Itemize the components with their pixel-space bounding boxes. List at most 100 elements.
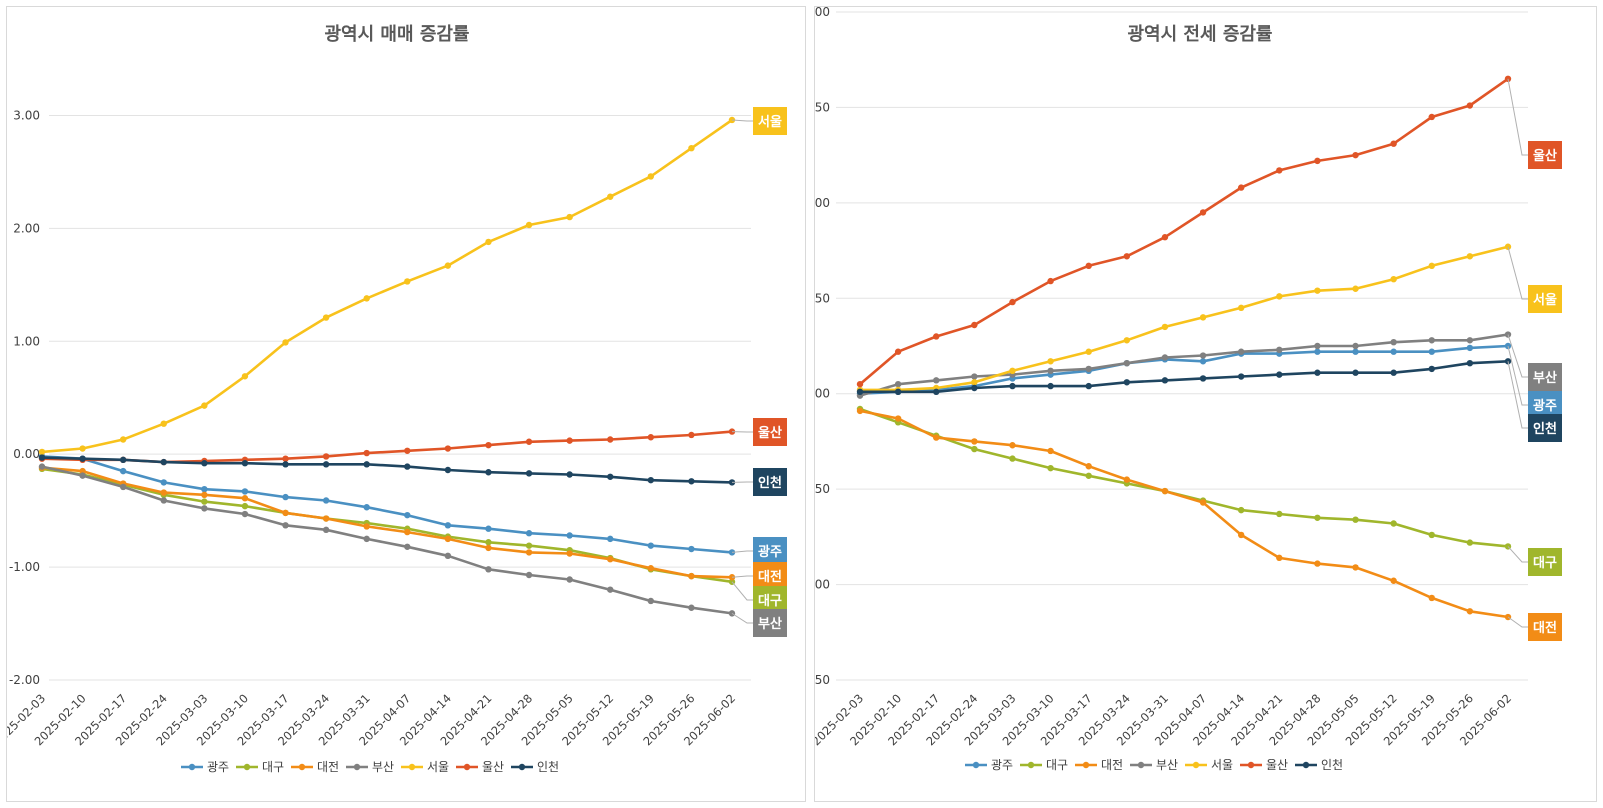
data-point	[160, 458, 167, 466]
series-line-4	[41, 118, 733, 454]
series-line-6	[860, 360, 1509, 394]
data-point	[894, 415, 902, 422]
data-point	[1123, 253, 1131, 260]
data-point	[160, 497, 167, 504]
y-tick-label: 3.00	[13, 108, 40, 122]
data-point	[444, 535, 452, 543]
end-label-box	[1528, 363, 1562, 391]
data-point	[79, 472, 86, 479]
data-point	[119, 456, 127, 464]
data-point	[1047, 464, 1054, 472]
leader-line	[1507, 246, 1528, 300]
end-label-box	[753, 468, 787, 496]
data-point	[404, 511, 411, 519]
legend-swatch-marker	[463, 763, 471, 771]
data-point	[894, 380, 902, 388]
data-point	[160, 420, 167, 427]
end-label: 울산	[1533, 148, 1557, 164]
data-point	[38, 463, 46, 470]
data-point	[1466, 102, 1474, 109]
data-point	[1199, 375, 1207, 382]
data-point	[607, 555, 614, 563]
data-point	[404, 528, 411, 536]
leader-line	[1507, 616, 1528, 628]
data-point	[856, 388, 864, 396]
chart-title: 광역시 전세 증감률	[1127, 24, 1272, 45]
end-label: 인천	[1533, 421, 1557, 437]
leader-line	[1507, 78, 1528, 156]
data-point	[1466, 337, 1474, 344]
data-point	[1314, 157, 1321, 165]
data-point	[485, 539, 492, 546]
y-tick-label: 2.00	[815, 7, 830, 19]
series-line-5	[859, 77, 1509, 386]
leader-line	[731, 612, 753, 624]
data-point	[933, 333, 940, 340]
data-point	[404, 447, 411, 454]
data-point	[322, 497, 330, 504]
data-point	[1161, 487, 1169, 495]
data-point	[485, 544, 492, 552]
legend-swatch-marker	[972, 761, 980, 769]
end-label: 부산	[1533, 370, 1557, 386]
leader-line	[1507, 334, 1528, 378]
data-point	[444, 262, 452, 269]
y-tick-label: 1.50	[815, 100, 830, 114]
legend-swatch-marker	[188, 763, 196, 771]
series-line-3	[41, 465, 733, 615]
data-point	[1428, 348, 1435, 355]
leader-line	[731, 581, 753, 601]
data-point	[1352, 151, 1359, 159]
series-line-0	[41, 455, 733, 554]
data-point	[119, 483, 127, 491]
legend-label: 인천	[537, 759, 559, 774]
data-point	[201, 402, 208, 409]
legend-swatch-marker	[1082, 761, 1090, 769]
data-point	[201, 485, 208, 493]
legend-swatch-marker	[1247, 761, 1255, 769]
data-point	[1352, 369, 1359, 376]
leader-line	[1507, 361, 1528, 429]
data-point	[1352, 342, 1359, 350]
data-point	[971, 384, 978, 392]
chart-panel-jeonse: 광역시 전세 증감률 2.00 1.50 1.00 0.50 0.00 -0.50 -1.0…	[799, 5, 1597, 802]
data-point	[1123, 379, 1131, 386]
data-point	[688, 572, 695, 580]
data-point	[241, 373, 249, 380]
end-label-box	[753, 107, 787, 135]
series-line-1	[859, 407, 1509, 548]
data-point	[1085, 348, 1092, 355]
data-point	[1199, 352, 1207, 359]
data-point	[1314, 348, 1321, 355]
data-point	[894, 388, 902, 396]
end-label: 광주	[1533, 399, 1557, 414]
data-point	[607, 535, 614, 543]
data-point	[1352, 285, 1359, 292]
end-label: 대구	[1533, 556, 1557, 571]
data-point	[566, 471, 573, 478]
data-point	[282, 509, 289, 517]
data-point	[1123, 476, 1131, 483]
data-point	[201, 460, 208, 467]
data-point	[1237, 184, 1245, 191]
data-point	[1466, 253, 1474, 260]
end-label: 서울	[1533, 292, 1557, 308]
data-point	[160, 489, 167, 496]
data-point	[971, 445, 978, 453]
series-line-2	[41, 466, 733, 579]
data-point	[363, 523, 370, 530]
data-point	[322, 461, 330, 468]
data-point	[241, 488, 249, 495]
y-tick-label: -1.00	[815, 578, 830, 592]
data-point	[1314, 369, 1321, 376]
data-point	[1085, 382, 1092, 390]
legend-swatch-marker	[1192, 761, 1200, 769]
data-point	[1237, 506, 1245, 514]
sale-chart: 광역시 매매 증감률 3.002.001.000.00-1.00-2.00202…	[0, 24, 787, 774]
legend-swatch-marker	[408, 763, 416, 771]
data-point	[485, 566, 492, 573]
leader-line	[1507, 345, 1528, 406]
data-point	[1047, 358, 1054, 365]
end-label-box	[753, 418, 787, 446]
data-point	[1314, 514, 1321, 521]
